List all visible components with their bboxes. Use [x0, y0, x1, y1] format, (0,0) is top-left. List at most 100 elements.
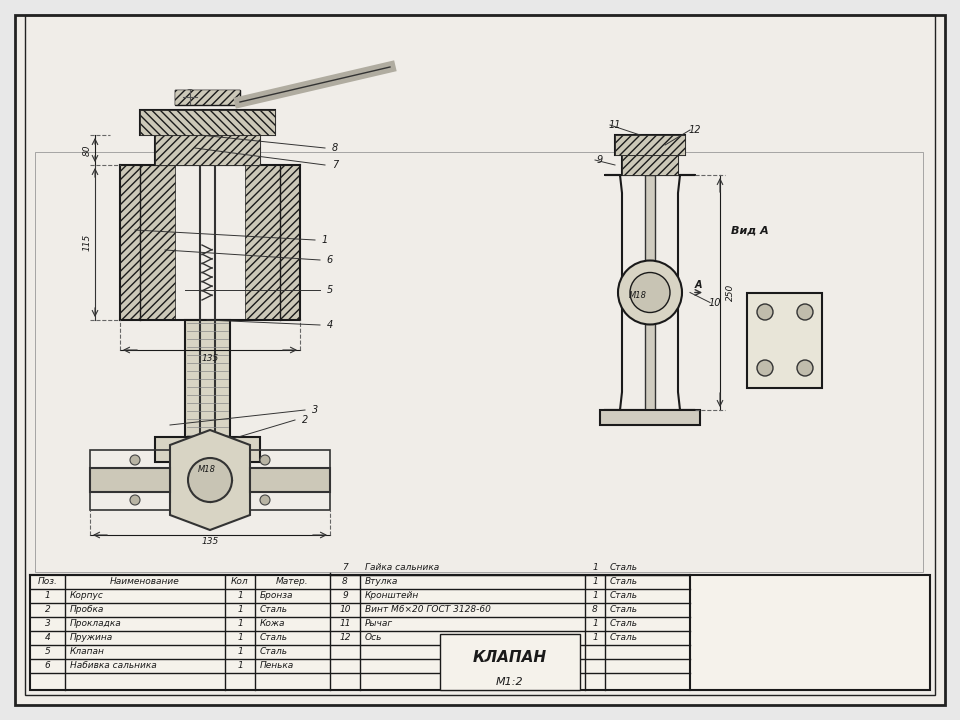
- Text: 1: 1: [592, 577, 598, 587]
- Text: Сталь: Сталь: [260, 606, 288, 614]
- Text: Корпус: Корпус: [70, 592, 104, 600]
- Text: 10: 10: [708, 297, 721, 307]
- Text: 3: 3: [44, 619, 50, 629]
- Text: Втулка: Втулка: [365, 577, 398, 587]
- Text: 12: 12: [339, 634, 350, 642]
- Bar: [120, 165, 175, 320]
- Text: Ось: Ось: [365, 634, 382, 642]
- Text: Прокладка: Прокладка: [70, 619, 122, 629]
- Bar: [140, 110, 275, 135]
- Text: 5: 5: [326, 285, 333, 295]
- Text: 11: 11: [609, 120, 621, 130]
- Text: 4: 4: [326, 320, 333, 330]
- Circle shape: [797, 360, 813, 376]
- Bar: [155, 135, 260, 165]
- Text: Винт М6×20 ГОСТ 3128-60: Винт М6×20 ГОСТ 3128-60: [365, 606, 491, 614]
- Text: Кол: Кол: [231, 577, 249, 587]
- Text: Сталь: Сталь: [260, 647, 288, 657]
- Text: Сталь: Сталь: [610, 619, 638, 629]
- Text: Пробка: Пробка: [70, 606, 105, 614]
- Text: 10: 10: [339, 606, 350, 614]
- Bar: [175, 90, 240, 105]
- Circle shape: [757, 360, 773, 376]
- Text: 7: 7: [342, 564, 348, 572]
- Text: М18: М18: [198, 466, 216, 474]
- Circle shape: [130, 455, 140, 465]
- Text: Поз.: Поз.: [37, 577, 58, 587]
- Text: 1: 1: [237, 634, 243, 642]
- Text: М1:2: М1:2: [496, 677, 524, 687]
- Text: 11: 11: [339, 619, 350, 629]
- Text: КЛАПАН: КЛАПАН: [473, 649, 547, 665]
- Bar: [245, 165, 300, 320]
- Bar: [622, 155, 678, 175]
- Text: 115: 115: [83, 234, 91, 251]
- Text: М18: М18: [629, 291, 647, 300]
- Text: 8: 8: [342, 577, 348, 587]
- Text: 250: 250: [726, 284, 734, 301]
- Text: 6: 6: [326, 255, 333, 265]
- Text: 1: 1: [237, 662, 243, 670]
- Circle shape: [757, 304, 773, 320]
- Bar: [615, 135, 685, 155]
- Circle shape: [630, 272, 670, 312]
- Text: 7: 7: [332, 160, 338, 170]
- Text: Вид А: Вид А: [732, 225, 769, 235]
- Text: 2: 2: [44, 606, 50, 614]
- Bar: [30, 575, 930, 690]
- Text: Рычаг: Рычаг: [365, 619, 394, 629]
- Text: Пружина: Пружина: [70, 634, 113, 642]
- Text: Кожа: Кожа: [260, 619, 285, 629]
- Text: 9: 9: [342, 592, 348, 600]
- Text: 5: 5: [44, 647, 50, 657]
- Bar: [155, 437, 260, 462]
- Bar: [615, 135, 685, 155]
- Bar: [140, 110, 275, 135]
- Text: 1: 1: [237, 647, 243, 657]
- Text: 135: 135: [202, 354, 219, 362]
- Polygon shape: [605, 175, 622, 410]
- Circle shape: [618, 261, 682, 325]
- Text: Сталь: Сталь: [610, 577, 638, 587]
- Text: 135: 135: [202, 538, 219, 546]
- Bar: [90, 450, 170, 510]
- Text: Наименование: Наименование: [110, 577, 180, 587]
- Bar: [175, 460, 240, 480]
- Text: Матер.: Матер.: [276, 577, 309, 587]
- Text: Сталь: Сталь: [260, 634, 288, 642]
- Text: Кронштейн: Кронштейн: [365, 592, 420, 600]
- Text: 1: 1: [592, 564, 598, 572]
- Bar: [250, 468, 330, 492]
- Text: 12: 12: [688, 125, 701, 135]
- Text: 8: 8: [332, 143, 338, 153]
- Polygon shape: [678, 175, 695, 410]
- Text: 8: 8: [592, 606, 598, 614]
- Text: 1: 1: [322, 235, 328, 245]
- Text: Набивка сальника: Набивка сальника: [70, 662, 156, 670]
- Bar: [35, 152, 923, 572]
- Text: Сталь: Сталь: [610, 592, 638, 600]
- Text: 1: 1: [592, 592, 598, 600]
- Circle shape: [260, 455, 270, 465]
- Text: Клапан: Клапан: [70, 647, 105, 657]
- Bar: [622, 155, 678, 175]
- Bar: [440, 634, 580, 690]
- Bar: [155, 135, 260, 165]
- Text: 1: 1: [592, 634, 598, 642]
- Bar: [185, 320, 230, 440]
- Text: 6: 6: [44, 662, 50, 670]
- Text: Сталь: Сталь: [610, 564, 638, 572]
- Text: 1: 1: [237, 592, 243, 600]
- Bar: [250, 450, 330, 510]
- Text: 3: 3: [312, 405, 318, 415]
- Text: Гайка сальника: Гайка сальника: [365, 564, 440, 572]
- Bar: [90, 468, 170, 492]
- Bar: [600, 410, 700, 425]
- Text: Бронза: Бронза: [260, 592, 294, 600]
- Circle shape: [797, 304, 813, 320]
- Circle shape: [183, 90, 197, 104]
- Text: 1: 1: [237, 619, 243, 629]
- Bar: [175, 90, 240, 105]
- Text: 1: 1: [44, 592, 50, 600]
- Text: Пенька: Пенька: [260, 662, 295, 670]
